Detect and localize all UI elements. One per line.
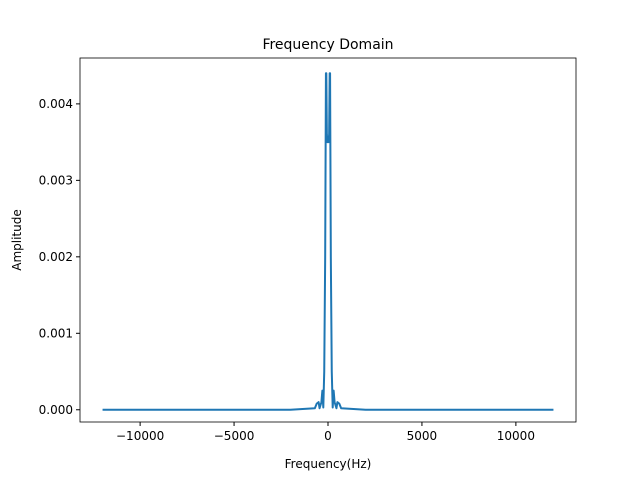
y-tick-label: 0.003 xyxy=(39,173,73,187)
axes-frame xyxy=(79,57,577,423)
x-tick-label: 0 xyxy=(324,429,332,443)
x-tick-label: −5000 xyxy=(214,429,255,443)
x-tick-label: 5000 xyxy=(407,429,438,443)
line xyxy=(102,72,554,411)
y-tick-label: 0.000 xyxy=(39,403,73,417)
x-tick-label: 10000 xyxy=(497,429,535,443)
y-tick-label: 0.002 xyxy=(39,250,73,264)
y-axis-label: Amplitude xyxy=(10,209,24,271)
x-axis-label: Frequency(Hz) xyxy=(285,457,372,471)
y-tick-label: 0.001 xyxy=(39,326,73,340)
chart-title: Frequency Domain xyxy=(262,37,393,53)
y-tick-label: 0.004 xyxy=(39,97,73,111)
x-tick-label: −10000 xyxy=(116,429,164,443)
